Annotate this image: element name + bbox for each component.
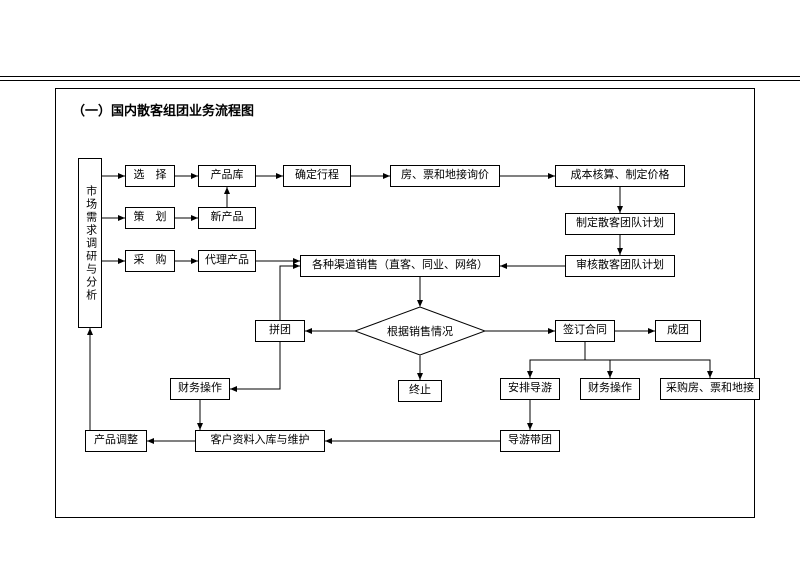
node-product_lib: 产品库 xyxy=(198,165,256,187)
node-cust_data: 客户资料入库与维护 xyxy=(195,430,325,452)
node-inquiry: 房、票和地接询价 xyxy=(390,165,500,187)
node-buy_room: 采购房、票和地接 xyxy=(660,378,760,400)
node-make_plan: 制定散客团队计划 xyxy=(565,213,675,235)
node-confirm_trip: 确定行程 xyxy=(283,165,351,187)
node-fin_ops2: 财务操作 xyxy=(580,378,640,400)
node-cost_price: 成本核算、制定价格 xyxy=(555,165,685,187)
diagram-title: （一）国内散客组团业务流程图 xyxy=(72,100,254,119)
node-lead_group: 导游带团 xyxy=(500,430,560,452)
node-decision: 根据销售情况 xyxy=(355,307,485,355)
node-channels: 各种渠道销售（直客、同业、网络） xyxy=(300,255,500,277)
node-new_product: 新产品 xyxy=(198,207,256,229)
node-terminate: 终止 xyxy=(398,380,442,402)
node-purchase: 采 购 xyxy=(125,250,175,272)
node-review_plan: 审核散客团队计划 xyxy=(565,255,675,277)
diagram-frame xyxy=(55,88,755,518)
node-select: 选 择 xyxy=(125,165,175,187)
node-prod_adjust: 产品调整 xyxy=(85,430,147,452)
node-label-decision: 根据销售情况 xyxy=(355,307,485,355)
flowchart-canvas: （一）国内散客组团业务流程图 市场需求调研与分析 选 择策 划采 购 产品库新产品代… xyxy=(0,0,800,566)
divider-line-1 xyxy=(0,76,800,77)
node-arrange_guide: 安排导游 xyxy=(500,378,560,400)
divider-line-2 xyxy=(0,80,800,81)
node-form_group: 成团 xyxy=(655,320,701,342)
node-fin_ops1: 财务操作 xyxy=(170,378,230,400)
node-plan: 策 划 xyxy=(125,207,175,229)
node-join_group: 拼团 xyxy=(255,320,305,342)
node-sign: 签订合同 xyxy=(555,320,615,342)
node-agent_prod: 代理产品 xyxy=(198,250,256,272)
node-market: 市场需求调研与分析 xyxy=(78,158,102,328)
